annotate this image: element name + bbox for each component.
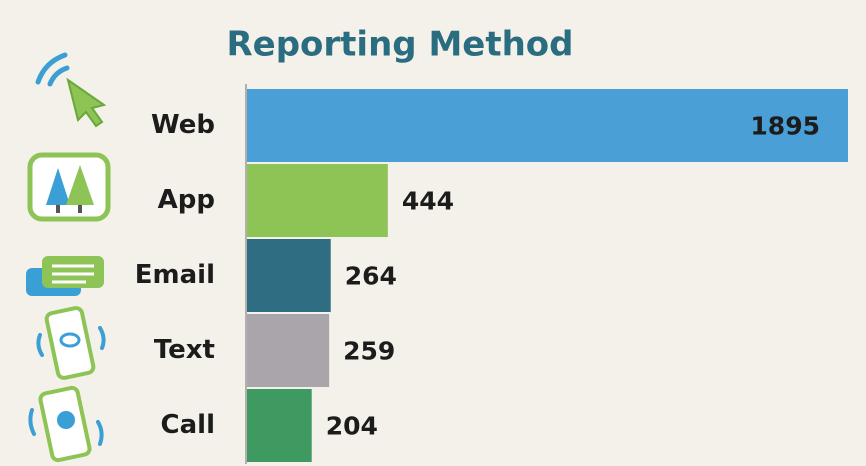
category-label: Text bbox=[154, 335, 215, 365]
text-icon bbox=[36, 306, 106, 380]
bar bbox=[247, 389, 312, 462]
category-label: Web bbox=[151, 110, 215, 140]
app-icon bbox=[27, 152, 111, 222]
value-label: 1895 bbox=[750, 112, 820, 141]
call-icon bbox=[28, 385, 104, 463]
category-label: App bbox=[158, 185, 215, 215]
value-label: 444 bbox=[402, 187, 454, 216]
value-label: 264 bbox=[345, 262, 397, 291]
value-label: 204 bbox=[326, 412, 378, 441]
category-label: Email bbox=[135, 260, 215, 290]
chart-title: Reporting Method bbox=[226, 25, 573, 65]
web-icon bbox=[35, 52, 107, 128]
category-label: Call bbox=[161, 410, 215, 440]
bar bbox=[247, 314, 330, 387]
bar bbox=[247, 164, 388, 237]
bar bbox=[247, 239, 331, 312]
value-label: 259 bbox=[343, 337, 395, 366]
email-icon bbox=[26, 256, 104, 296]
bar bbox=[247, 89, 848, 162]
